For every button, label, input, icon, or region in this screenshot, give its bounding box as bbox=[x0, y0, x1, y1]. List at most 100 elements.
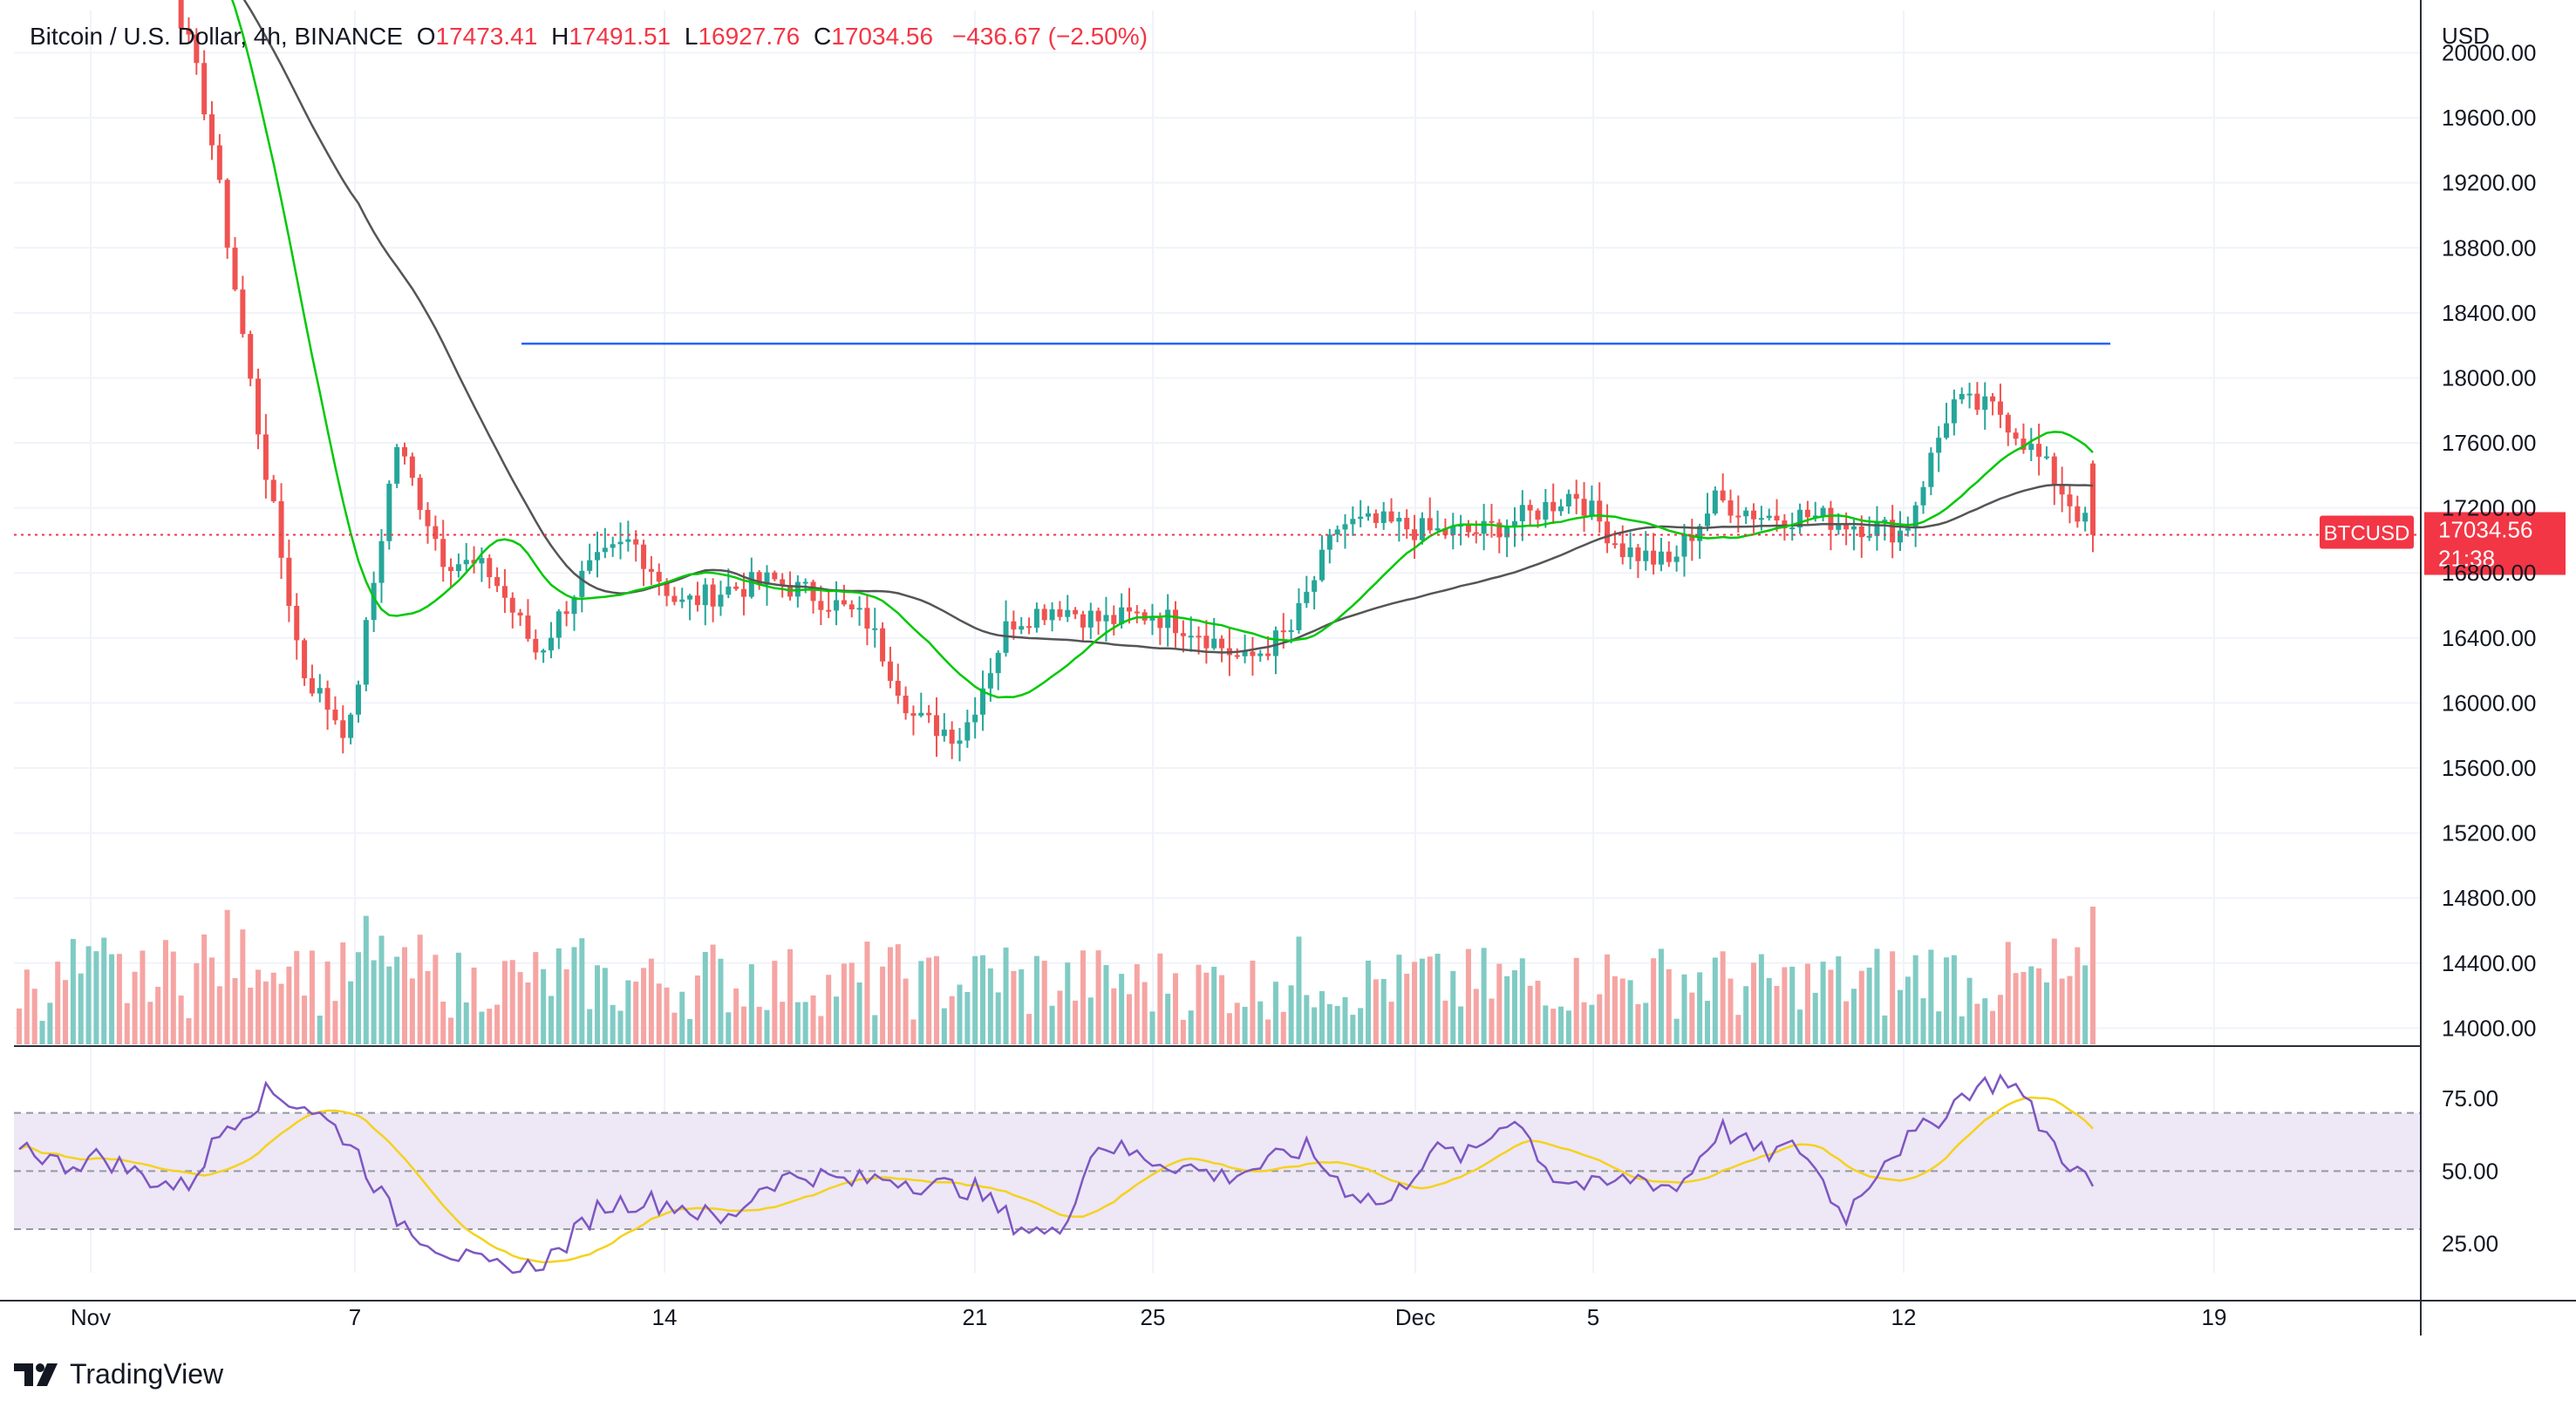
candle-body bbox=[1049, 608, 1055, 621]
volume-bar bbox=[1720, 951, 1726, 1044]
candle-body bbox=[1612, 543, 1618, 546]
volume-bar bbox=[1180, 1019, 1186, 1044]
candle-body bbox=[1126, 607, 1132, 612]
axes: 14000.00 14400.00 14800.00 15200.00 15600.00… bbox=[0, 0, 2576, 1336]
volume-bar bbox=[610, 1004, 616, 1044]
rsi-line bbox=[18, 1073, 2095, 1274]
volume-bar bbox=[1558, 1006, 1564, 1044]
volume-bar bbox=[1319, 990, 1325, 1044]
candle-body bbox=[363, 620, 369, 685]
candle-body bbox=[2067, 494, 2073, 506]
candle-body bbox=[718, 595, 724, 607]
volume-bar bbox=[1890, 951, 1896, 1044]
candle-body bbox=[224, 180, 230, 248]
volume-bar bbox=[1304, 995, 1310, 1044]
candle-body bbox=[1766, 515, 1772, 519]
volume-bar bbox=[132, 971, 138, 1044]
volume-bar bbox=[726, 1012, 732, 1044]
candle-body bbox=[964, 722, 971, 741]
candle-body bbox=[633, 539, 639, 545]
volume-bar bbox=[617, 1010, 624, 1044]
high-value: 17491.51 bbox=[569, 23, 671, 50]
volume-bar bbox=[1681, 974, 1687, 1044]
volume-bar bbox=[694, 975, 700, 1044]
candle-body bbox=[1812, 515, 1818, 518]
candle-body bbox=[209, 114, 215, 146]
volume-bar bbox=[656, 983, 662, 1044]
candle-body bbox=[1597, 500, 1603, 522]
symbol-title[interactable]: Bitcoin / U.S. Dollar, 4h, BINANCE bbox=[30, 23, 403, 50]
candle-body bbox=[194, 34, 200, 64]
candle-body bbox=[317, 688, 323, 694]
candle-body bbox=[178, 0, 184, 29]
candle-body bbox=[641, 544, 647, 569]
volume-bar bbox=[1326, 1003, 1332, 1044]
ma-fast-line bbox=[231, 0, 2094, 699]
volume-bar bbox=[1928, 949, 1934, 1044]
candle-body bbox=[679, 599, 685, 602]
volume-bar bbox=[240, 929, 246, 1044]
candle-body bbox=[2013, 432, 2019, 439]
candle-body bbox=[1026, 626, 1032, 629]
volume-bar bbox=[780, 1002, 786, 1044]
candle-body bbox=[949, 729, 955, 744]
volume-bar bbox=[1920, 998, 1926, 1044]
date-tick-label: 19 bbox=[2202, 1304, 2227, 1330]
candle-body bbox=[957, 740, 963, 744]
volume-bar bbox=[1704, 1001, 1710, 1044]
candle-body bbox=[1473, 532, 1479, 534]
volume-bar bbox=[1412, 962, 1418, 1044]
candle-body bbox=[1936, 438, 1942, 453]
volume-bar bbox=[455, 952, 461, 1044]
volume-bar bbox=[302, 996, 308, 1044]
candle-body bbox=[1666, 551, 1672, 562]
volume-bar bbox=[903, 978, 909, 1044]
candle-body bbox=[872, 628, 878, 630]
volume-bar bbox=[85, 946, 92, 1044]
candle-body bbox=[1643, 550, 1649, 561]
candle-body bbox=[733, 586, 739, 589]
volume-bar bbox=[1866, 967, 1872, 1044]
volume-bar bbox=[1126, 994, 1132, 1044]
candle-body bbox=[1573, 493, 1579, 500]
volume-bar bbox=[1543, 1005, 1549, 1044]
volume-bar bbox=[1959, 1016, 1965, 1044]
candle-body bbox=[309, 678, 315, 694]
candle-body bbox=[1065, 609, 1071, 617]
tradingview-logo[interactable]: TradingView bbox=[14, 1358, 223, 1390]
volume-bar bbox=[224, 909, 230, 1044]
tradingview-icon bbox=[14, 1363, 58, 1386]
candle-body bbox=[1804, 509, 1810, 518]
volume-bar bbox=[1419, 958, 1425, 1044]
volume-bar bbox=[579, 938, 585, 1044]
candle-body bbox=[1535, 510, 1541, 520]
rsi-lines bbox=[18, 1073, 2095, 1274]
volume-bar bbox=[155, 987, 161, 1044]
volume-bar bbox=[541, 969, 547, 1044]
volume-bar bbox=[1388, 1002, 1394, 1044]
volume-bar bbox=[1843, 1001, 1850, 1044]
candle-body bbox=[525, 615, 531, 639]
candle-body bbox=[1103, 615, 1109, 622]
volume-bar bbox=[1689, 992, 1695, 1044]
candle-body bbox=[1219, 638, 1225, 649]
volume-bar bbox=[1219, 975, 1225, 1044]
candle-body bbox=[1504, 526, 1510, 538]
candle-body bbox=[1511, 520, 1517, 527]
volume-bar bbox=[101, 937, 107, 1044]
volume-bar bbox=[856, 982, 862, 1044]
volume-bar bbox=[1226, 1013, 1232, 1044]
volume-bar bbox=[794, 1002, 801, 1044]
volume-bar bbox=[957, 984, 963, 1044]
volume-bar bbox=[1026, 1014, 1032, 1044]
volume-bar bbox=[1774, 986, 1780, 1044]
volume-bar bbox=[1812, 992, 1818, 1044]
volume-bar bbox=[394, 956, 400, 1044]
candle-body bbox=[463, 560, 469, 565]
volume-bar bbox=[1065, 962, 1071, 1044]
candle-body bbox=[1312, 580, 1318, 592]
candle-body bbox=[1990, 396, 1996, 402]
candle-body bbox=[533, 638, 539, 653]
candle-body bbox=[1782, 520, 1788, 529]
